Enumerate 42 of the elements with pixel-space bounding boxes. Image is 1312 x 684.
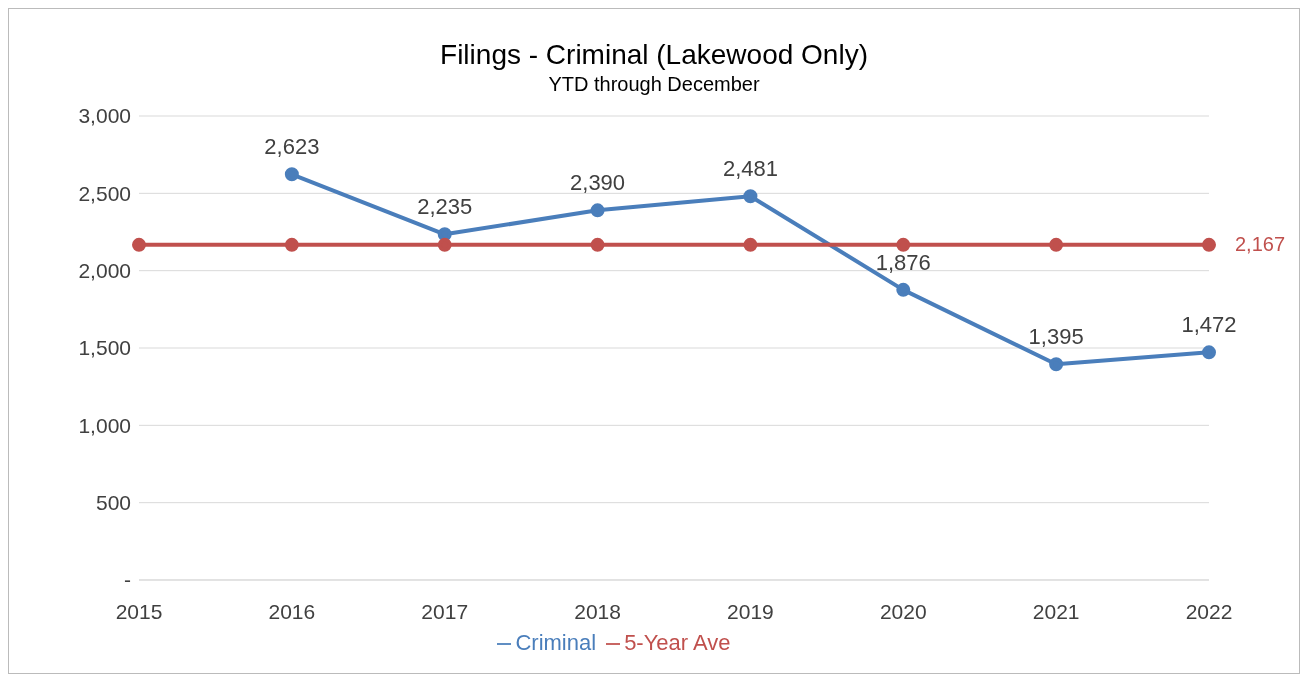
- point: [132, 237, 146, 252]
- y-tick-label: 2,500: [78, 181, 131, 205]
- y-tick-label: 500: [95, 491, 131, 515]
- point: [437, 237, 452, 252]
- point: [896, 282, 911, 297]
- x-tick-label: 2019: [727, 599, 774, 623]
- point: [743, 189, 758, 204]
- point: [1202, 237, 1216, 252]
- data-label: 1,472: [1181, 312, 1237, 338]
- point: [284, 237, 299, 252]
- point: [1049, 237, 1064, 252]
- point: [590, 203, 605, 218]
- data-label: 1,876: [875, 249, 931, 275]
- data-label: 2,390: [570, 170, 626, 196]
- y-tick-label: 2,000: [78, 259, 131, 283]
- y-tick-label: -: [124, 568, 131, 592]
- point: [284, 167, 299, 182]
- data-label: 2,623: [264, 134, 320, 160]
- point: [743, 237, 758, 252]
- point: [437, 227, 452, 242]
- data-label: 1,395: [1028, 324, 1084, 350]
- x-tick-label: 2022: [1185, 599, 1233, 623]
- point: [1049, 357, 1064, 372]
- y-tick-label: 3,000: [78, 104, 131, 128]
- y-tick-label: 1,500: [78, 336, 131, 360]
- data-label: 2,167: [1235, 232, 1286, 255]
- point: [896, 237, 911, 252]
- x-tick-label: 2021: [1032, 599, 1080, 623]
- x-tick-label: 2016: [268, 599, 316, 623]
- chart-title: Filings - Criminal (Lakewood Only): [439, 39, 869, 71]
- x-tick-label: 2017: [421, 599, 469, 623]
- chart-subtitle: YTD through December: [547, 73, 761, 96]
- y-tick-label: 1,000: [78, 413, 131, 437]
- x-tick-label: 2020: [879, 599, 927, 623]
- data-label: 2,481: [722, 156, 778, 182]
- x-tick-label: 2015: [115, 599, 163, 623]
- legend-label: Criminal: [515, 630, 597, 655]
- x-tick-label: 2018: [574, 599, 621, 623]
- point: [590, 237, 605, 252]
- data-label: 2,235: [417, 194, 473, 220]
- point: [1202, 345, 1216, 360]
- legend-label: 5-Year Ave: [624, 630, 731, 655]
